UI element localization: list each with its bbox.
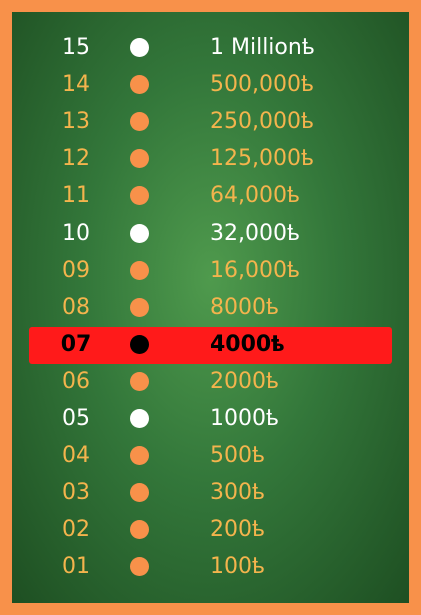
level-amount: 4000ҍ	[210, 331, 285, 357]
level-number: 05	[62, 406, 90, 431]
level-row-11: 11 64,000ҍ	[12, 177, 409, 214]
level-row-09: 09 16,000ҍ	[12, 252, 409, 289]
level-dot-icon	[130, 112, 149, 132]
level-row-02: 02 200ҍ	[12, 511, 409, 548]
level-number: 15	[62, 35, 90, 60]
level-amount: 32,000ҍ	[210, 220, 300, 246]
level-number: 04	[62, 443, 90, 469]
level-amount: 500,000ҍ	[210, 72, 314, 98]
level-dot-icon	[130, 371, 149, 391]
level-number: 11	[62, 183, 90, 209]
level-dot-icon	[130, 557, 149, 577]
level-row-01: 01 100ҍ	[12, 548, 409, 585]
level-row-04: 04 500ҍ	[12, 437, 409, 474]
level-number: 06	[62, 368, 90, 394]
level-row-07: 07 4000ҍ	[12, 326, 409, 364]
level-number: 12	[62, 146, 90, 172]
level-amount: 500ҍ	[210, 443, 265, 469]
level-amount: 64,000ҍ	[210, 183, 300, 209]
level-dot-icon	[130, 75, 149, 95]
level-amount: 1000ҍ	[210, 406, 279, 431]
level-amount: 300ҍ	[210, 480, 265, 506]
level-amount: 100ҍ	[210, 554, 265, 580]
current-level-highlight	[29, 326, 392, 364]
level-dot-icon	[130, 223, 149, 243]
level-number: 09	[62, 257, 90, 283]
level-row-03: 03 300ҍ	[12, 474, 409, 511]
level-row-08: 08 8000ҍ	[12, 289, 409, 326]
level-dot-icon	[130, 409, 149, 428]
level-row-12: 12 125,000ҍ	[12, 140, 409, 177]
level-number: 03	[62, 480, 90, 506]
level-row-06: 06 2000ҍ	[12, 363, 409, 400]
level-dot-icon	[130, 334, 149, 354]
level-dot-icon	[130, 483, 149, 503]
level-amount: 200ҍ	[210, 517, 265, 543]
level-number: 13	[62, 109, 90, 135]
level-number: 01	[62, 554, 90, 580]
level-row-13: 13 250,000ҍ	[12, 103, 409, 140]
level-row-05: 05 1000ҍ	[12, 400, 409, 437]
level-amount: 16,000ҍ	[210, 257, 300, 283]
level-dot-icon	[130, 297, 149, 317]
level-number: 07	[60, 331, 92, 357]
level-amount: 1 Millionҍ	[210, 35, 315, 60]
level-number: 14	[62, 72, 90, 98]
level-row-10: 10 32,000ҍ	[12, 215, 409, 252]
level-dot-icon	[130, 446, 149, 466]
level-dot-icon	[130, 149, 149, 169]
level-amount: 125,000ҍ	[210, 146, 314, 172]
level-dot-icon	[130, 38, 149, 57]
level-amount: 8000ҍ	[210, 294, 279, 320]
level-number: 10	[62, 220, 90, 246]
level-dot-icon	[130, 520, 149, 540]
prize-ladder-board: 15 1 Millionҍ 14 500,000ҍ 13 250,000ҍ 12 125…	[12, 12, 409, 603]
level-dot-icon	[130, 186, 149, 206]
level-row-15: 15 1 Millionҍ	[12, 29, 409, 66]
level-amount: 2000ҍ	[210, 368, 279, 394]
level-number: 02	[62, 517, 90, 543]
level-row-14: 14 500,000ҍ	[12, 66, 409, 103]
level-dot-icon	[130, 260, 149, 280]
level-number: 08	[62, 294, 90, 320]
level-amount: 250,000ҍ	[210, 109, 314, 135]
